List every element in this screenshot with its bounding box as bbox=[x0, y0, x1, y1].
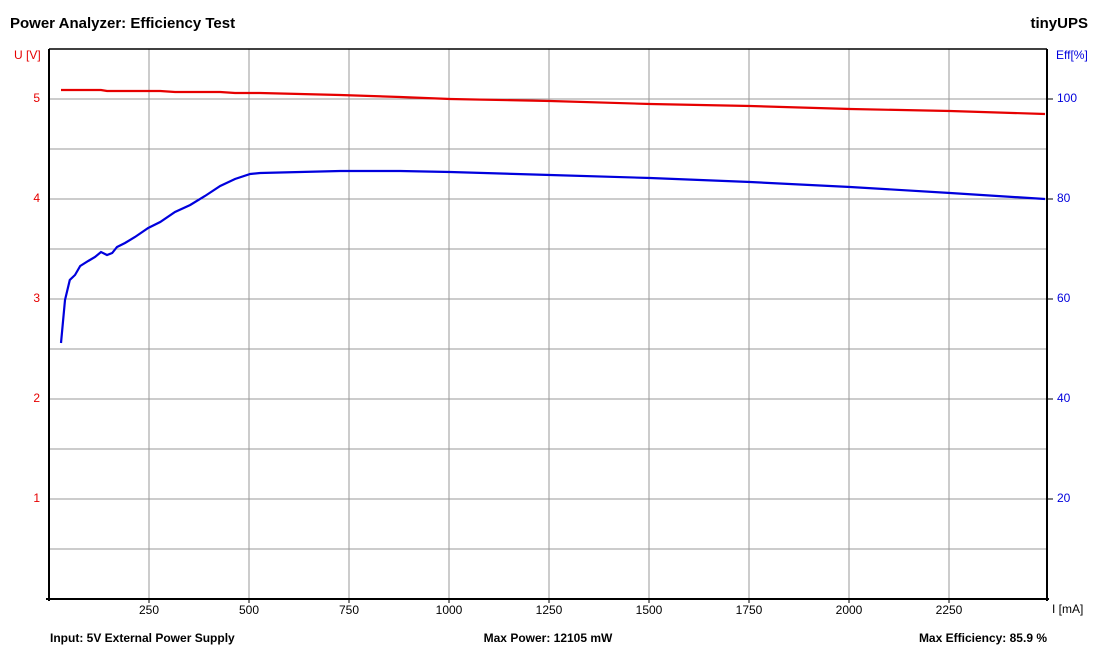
x-tick-label: 2000 bbox=[836, 603, 863, 617]
footer-input: Input: 5V External Power Supply bbox=[50, 631, 235, 645]
x-tick-label: 1500 bbox=[636, 603, 663, 617]
y-tick-label: 4 bbox=[33, 191, 40, 205]
y-axis-label: U [V] bbox=[14, 48, 41, 62]
x-tick-label: 2250 bbox=[936, 603, 963, 617]
footer-power: Max Power: 12105 mW bbox=[484, 631, 613, 645]
series-line bbox=[59, 169, 1046, 344]
x-axis-label: I [mA] bbox=[1052, 602, 1083, 616]
y-tick-label: 5 bbox=[33, 91, 40, 105]
x-tick-label: 1000 bbox=[436, 603, 463, 617]
y2-tick-label: 20 bbox=[1057, 491, 1071, 505]
chart-title: Power Analyzer: Efficiency Test bbox=[10, 15, 235, 32]
y2-tick-label: 60 bbox=[1057, 291, 1071, 305]
x-tick-label: 750 bbox=[339, 603, 359, 617]
footer-efficiency: Max Efficiency: 85.9 % bbox=[919, 631, 1047, 645]
x-tick-label: 500 bbox=[239, 603, 259, 617]
y-tick-label: 3 bbox=[33, 291, 40, 305]
y2-tick-label: 100 bbox=[1057, 91, 1077, 105]
y2-axis-label: Eff[%] bbox=[1056, 48, 1088, 62]
y2-tick-label: 40 bbox=[1057, 391, 1071, 405]
brand: tinyUPS bbox=[1030, 15, 1088, 32]
y-tick-label: 1 bbox=[33, 491, 40, 505]
x-tick-label: 250 bbox=[139, 603, 159, 617]
x-tick-label: 1750 bbox=[736, 603, 763, 617]
series-line bbox=[61, 88, 1046, 116]
x-tick-label: 1250 bbox=[536, 603, 563, 617]
y2-tick-label: 80 bbox=[1057, 191, 1071, 205]
y-tick-label: 2 bbox=[33, 391, 40, 405]
